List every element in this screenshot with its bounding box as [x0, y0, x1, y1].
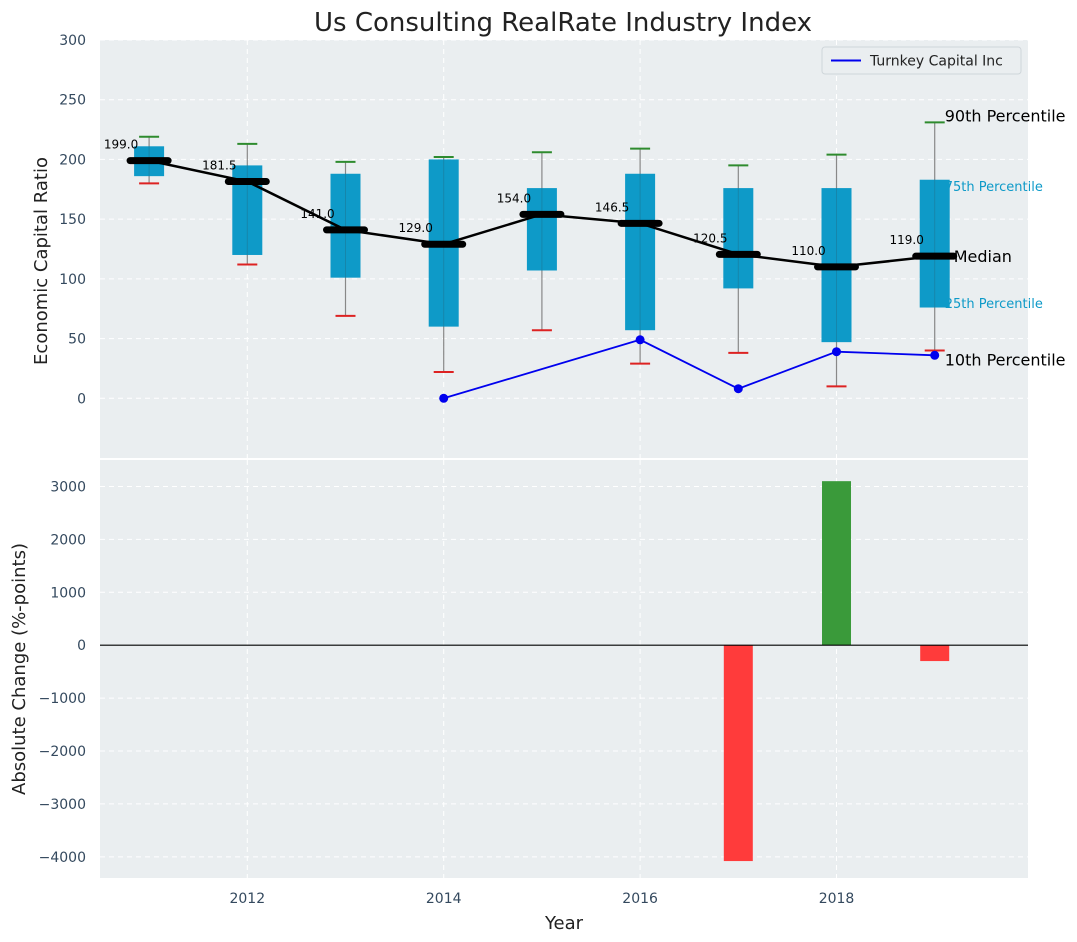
- company-series-point: [635, 335, 645, 345]
- bottom-y-tick-label: −2000: [39, 744, 86, 760]
- bottom-plot-area: [100, 460, 1028, 878]
- iqr-box: [526, 188, 557, 271]
- median-value-label: 146.5: [595, 200, 629, 214]
- change-bar: [822, 481, 852, 646]
- bottom-y-tick-label: 2000: [50, 532, 86, 548]
- iqr-box: [625, 173, 656, 331]
- p25-annotation: 25th Percentile: [945, 297, 1043, 312]
- iqr-box: [919, 179, 950, 308]
- x-tick-label: 2012: [229, 891, 265, 907]
- company-series-point: [930, 350, 940, 360]
- median-value-label: 129.0: [399, 221, 433, 235]
- x-tick-label: 2018: [819, 891, 855, 907]
- x-axis-title: Year: [544, 913, 584, 934]
- legend-box: [821, 46, 1022, 75]
- median-annotation: Median: [954, 247, 1012, 266]
- bottom-y-tick-label: 0: [77, 638, 86, 654]
- median-value-label: 119.0: [890, 233, 924, 247]
- p75-annotation: 75th Percentile: [945, 180, 1043, 195]
- median-value-label: 141.0: [300, 207, 334, 221]
- p90-annotation: 90th Percentile: [945, 106, 1066, 125]
- median-value-label: 110.0: [791, 244, 825, 258]
- x-tick-label: 2014: [426, 891, 462, 907]
- top-panel: 0 50 100 150 200 250 300 Economic Capital Ratio…: [31, 33, 1066, 458]
- chart-title: Us Consulting RealRate Industry Index: [314, 8, 812, 38]
- top-y-tick-label: 250: [59, 93, 86, 109]
- top-y-tick-label: 300: [59, 33, 86, 49]
- company-series-point: [733, 384, 743, 394]
- iqr-box: [723, 188, 754, 289]
- bottom-panel: −4000 −3000 −2000 −1000 0 1000 2000 3000 2012 201…: [9, 460, 1028, 934]
- bottom-y-tick-label: −1000: [39, 691, 86, 707]
- median-value-label: 181.5: [202, 159, 236, 173]
- x-tick-label: 2016: [622, 891, 658, 907]
- company-series-point: [832, 347, 842, 357]
- top-y-tick-label: 0: [77, 391, 86, 407]
- top-y-tick-label: 150: [59, 212, 86, 228]
- median-value-label: 199.0: [104, 138, 138, 152]
- change-bar: [723, 645, 753, 862]
- bottom-y-tick-label: 3000: [50, 479, 86, 495]
- p10-annotation: 10th Percentile: [945, 350, 1066, 369]
- bottom-y-tick-label: −3000: [39, 797, 86, 813]
- top-y-tick-label: 100: [59, 272, 86, 288]
- top-y-axis-title: Economic Capital Ratio: [31, 157, 52, 365]
- top-y-tick-label: 200: [59, 152, 86, 168]
- median-value-label: 154.0: [497, 191, 531, 205]
- bottom-y-axis-title: Absolute Change (%-points): [9, 543, 30, 795]
- top-y-tick-label: 50: [68, 332, 86, 348]
- median-value-label: 120.5: [693, 231, 727, 245]
- company-series-point: [439, 393, 449, 403]
- change-bar: [920, 645, 950, 662]
- bottom-y-tick-label: 1000: [50, 585, 86, 601]
- legend-label: Turnkey Capital Inc: [869, 54, 1003, 70]
- bottom-y-tick-label: −4000: [39, 850, 86, 866]
